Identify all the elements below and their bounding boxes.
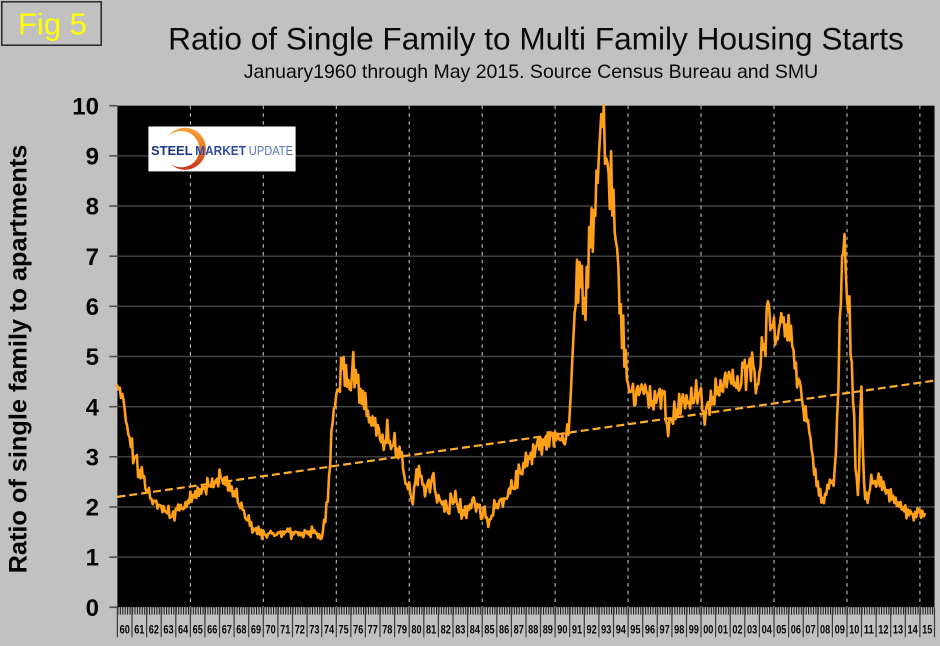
svg-text:99: 99 (689, 625, 699, 637)
svg-text:87: 87 (514, 625, 524, 637)
svg-text:97: 97 (660, 625, 670, 637)
svg-text:85: 85 (484, 625, 495, 637)
svg-text:0: 0 (86, 595, 99, 622)
svg-text:84: 84 (470, 625, 481, 637)
svg-text:11: 11 (864, 625, 875, 637)
svg-text:66: 66 (207, 625, 217, 637)
svg-text:MARKET: MARKET (195, 143, 246, 158)
svg-text:01: 01 (718, 625, 729, 637)
svg-text:4: 4 (86, 394, 100, 421)
svg-text:08: 08 (820, 625, 831, 637)
svg-text:67: 67 (222, 625, 232, 637)
svg-text:82: 82 (441, 625, 451, 637)
svg-text:60: 60 (120, 625, 130, 637)
svg-text:03: 03 (747, 625, 757, 637)
svg-text:06: 06 (791, 625, 801, 637)
svg-text:00: 00 (703, 625, 713, 637)
svg-text:93: 93 (601, 625, 611, 637)
svg-text:65: 65 (193, 625, 204, 637)
svg-text:62: 62 (149, 625, 159, 637)
svg-text:86: 86 (499, 625, 509, 637)
svg-text:6: 6 (86, 294, 99, 321)
svg-text:13: 13 (893, 625, 903, 637)
svg-text:02: 02 (732, 625, 742, 637)
svg-text:04: 04 (762, 625, 773, 637)
svg-text:83: 83 (455, 625, 465, 637)
svg-text:1: 1 (86, 545, 99, 572)
svg-text:81: 81 (426, 625, 437, 637)
svg-text:10: 10 (849, 625, 859, 637)
svg-text:89: 89 (543, 625, 553, 637)
svg-text:15: 15 (922, 625, 933, 637)
svg-text:78: 78 (382, 625, 393, 637)
svg-text:10: 10 (72, 93, 99, 120)
svg-text:71: 71 (280, 625, 291, 637)
svg-text:76: 76 (353, 625, 363, 637)
svg-text:07: 07 (805, 625, 815, 637)
svg-text:64: 64 (178, 625, 189, 637)
svg-text:2: 2 (86, 495, 99, 522)
svg-text:UPDATE: UPDATE (249, 143, 293, 158)
svg-text:90: 90 (557, 625, 567, 637)
svg-text:72: 72 (295, 625, 305, 637)
svg-text:80: 80 (411, 625, 421, 637)
svg-text:96: 96 (645, 625, 655, 637)
svg-text:88: 88 (528, 625, 539, 637)
svg-text:8: 8 (86, 194, 99, 221)
svg-text:09: 09 (835, 625, 845, 637)
svg-text:12: 12 (878, 625, 888, 637)
svg-text:75: 75 (339, 625, 350, 637)
svg-text:91: 91 (572, 625, 583, 637)
svg-text:5: 5 (86, 344, 99, 371)
svg-text:74: 74 (324, 625, 335, 637)
svg-text:Ratio of single family to apar: Ratio of single family to apartments (5, 145, 33, 574)
svg-text:95: 95 (630, 625, 641, 637)
svg-text:3: 3 (86, 444, 99, 471)
svg-text:70: 70 (266, 625, 276, 637)
svg-text:Ratio of Single Family to Mult: Ratio of Single Family to Multi Family H… (168, 21, 904, 57)
svg-text:98: 98 (674, 625, 685, 637)
svg-text:05: 05 (776, 625, 787, 637)
svg-text:94: 94 (616, 625, 627, 637)
svg-text:73: 73 (309, 625, 319, 637)
svg-text:STEEL: STEEL (151, 143, 193, 158)
svg-text:77: 77 (368, 625, 378, 637)
svg-text:69: 69 (251, 625, 261, 637)
svg-text:61: 61 (134, 625, 145, 637)
svg-text:January1960 through May 2015.: January1960 through May 2015. Source Cen… (244, 61, 819, 83)
svg-text:92: 92 (587, 625, 597, 637)
svg-text:9: 9 (86, 144, 99, 171)
svg-text:Fig 5: Fig 5 (18, 7, 87, 42)
svg-text:68: 68 (236, 625, 247, 637)
svg-text:14: 14 (908, 625, 919, 637)
svg-text:79: 79 (397, 625, 407, 637)
svg-text:7: 7 (86, 244, 99, 271)
svg-text:63: 63 (163, 625, 173, 637)
